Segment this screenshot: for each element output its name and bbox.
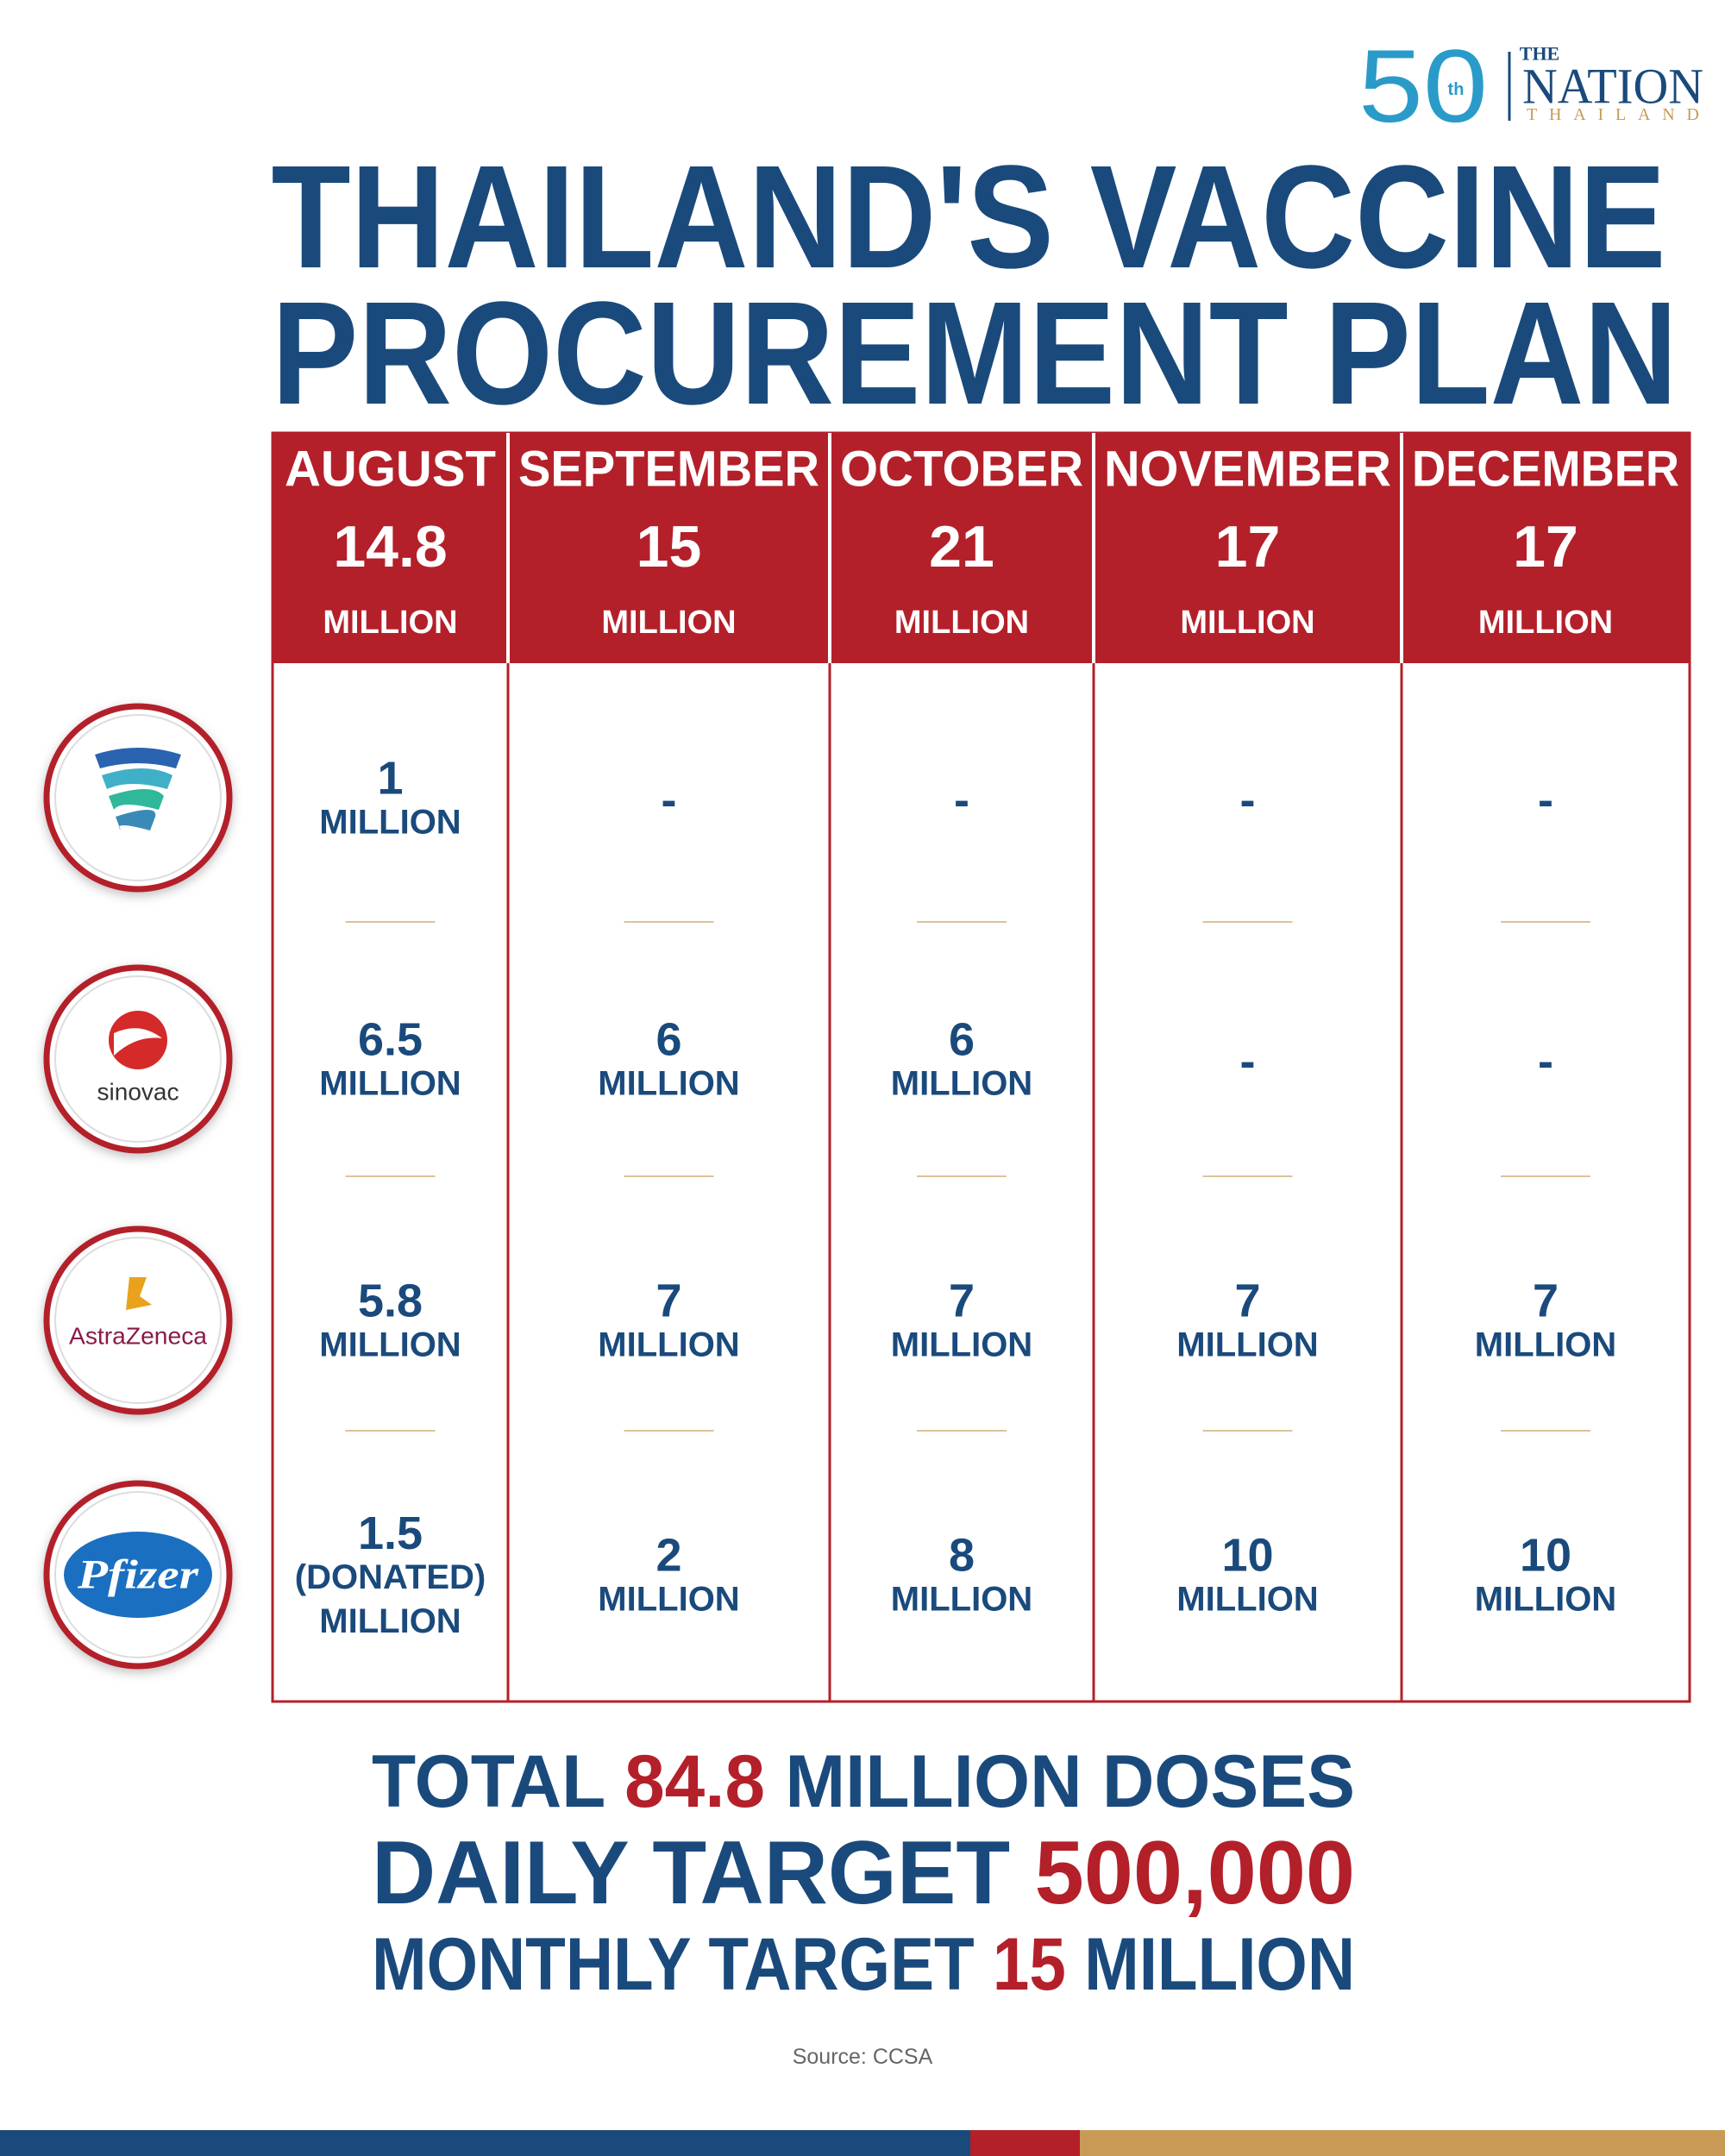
- cell-value: -: [1538, 1036, 1553, 1087]
- month-unit: MILLION: [323, 605, 457, 641]
- footer-stripe: [0, 2130, 970, 2156]
- logo-inner-ring: [54, 1237, 222, 1404]
- logo-mark: [126, 1277, 152, 1310]
- cell-value: -: [1240, 1036, 1256, 1087]
- cell-unit: MILLION: [319, 804, 461, 842]
- summary-value: 500,000: [1035, 1823, 1355, 1923]
- cell-value: 7: [1234, 1275, 1260, 1327]
- logo-ring: [43, 1225, 233, 1415]
- cell-value: 6: [949, 1014, 975, 1066]
- vaccine-logo: sinovac: [43, 964, 233, 1154]
- cell-unit: MILLION: [891, 1581, 1032, 1619]
- space: [975, 1923, 993, 2006]
- cell-unit: MILLION: [319, 1602, 461, 1640]
- logo-label: Pfizer: [77, 1552, 200, 1598]
- cell-value: 10: [1520, 1530, 1571, 1582]
- cell-value: 6.5: [358, 1014, 423, 1066]
- month-amount: 17: [1215, 514, 1281, 580]
- month-name: SEPTEMBER: [518, 442, 819, 498]
- cell-value: -: [662, 774, 677, 826]
- logo-inner-ring: [54, 714, 222, 881]
- summary-value: 84.8: [624, 1740, 765, 1823]
- cell-unit: MILLION: [319, 1065, 461, 1103]
- summary-label: TOTAL: [372, 1740, 605, 1823]
- cell-value: 5.8: [358, 1275, 423, 1327]
- logo-swoosh: [114, 1028, 162, 1056]
- nation-logo: 50 th THE NATION THAILAND: [1358, 28, 1703, 144]
- cell-value: 8: [949, 1530, 975, 1582]
- cell-value: 7: [656, 1275, 681, 1327]
- cell-unit: (DONATED): [295, 1558, 486, 1596]
- month-name: NOVEMBER: [1104, 442, 1391, 498]
- vaccine-logo: Pfizer: [43, 1480, 233, 1670]
- month-amount: 15: [637, 514, 702, 580]
- month-unit: MILLION: [1478, 605, 1613, 641]
- month-amount: 17: [1513, 514, 1578, 580]
- footer-stripe: [1080, 2130, 1725, 2156]
- month-name: DECEMBER: [1412, 442, 1679, 498]
- cell-value: -: [1538, 774, 1553, 826]
- space: [605, 1740, 624, 1823]
- logo-label: AstraZeneca: [69, 1323, 207, 1350]
- summary-value: 15: [993, 1923, 1066, 2006]
- summary-label: MONTHLY TARGET: [372, 1923, 975, 2006]
- cell-value: 1: [377, 753, 403, 805]
- logo-wave: [95, 748, 181, 768]
- vaccine-logo: AstraZeneca: [43, 1225, 233, 1415]
- logo-wave: [109, 789, 164, 810]
- logo-label: sinovac: [97, 1079, 179, 1106]
- logo-suffix: th: [1448, 80, 1465, 99]
- cell-unit: MILLION: [1176, 1326, 1318, 1364]
- logo-mark: [64, 1532, 212, 1618]
- cell-unit: MILLION: [598, 1065, 739, 1103]
- table-border: [271, 431, 1691, 1703]
- cell-value: -: [954, 774, 969, 826]
- month-name: AUGUST: [285, 442, 496, 498]
- cell-value: 6: [656, 1014, 681, 1066]
- logo-name: NATION: [1522, 59, 1703, 115]
- month-unit: MILLION: [601, 605, 736, 641]
- cell-value: 7: [949, 1275, 975, 1327]
- summary-label: DAILY TARGET: [372, 1823, 1010, 1923]
- logo-the: THE: [1520, 43, 1559, 65]
- summary-line: TOTAL 84.8 MILLION DOSES: [372, 1740, 1355, 1823]
- cell-value: 10: [1221, 1530, 1273, 1582]
- cell-unit: MILLION: [1176, 1581, 1318, 1619]
- cell-unit: MILLION: [1475, 1326, 1616, 1364]
- space: [1066, 1923, 1084, 2006]
- month-amount: 21: [929, 514, 994, 580]
- cell-value: 7: [1533, 1275, 1559, 1327]
- summary-line: DAILY TARGET 500,000: [372, 1823, 1355, 1923]
- cell-value: 1.5: [358, 1507, 423, 1559]
- month-name: OCTOBER: [840, 442, 1083, 498]
- cell-unit: MILLION: [1475, 1581, 1616, 1619]
- logo-inner-ring: [54, 975, 222, 1143]
- cell-unit: MILLION: [891, 1326, 1032, 1364]
- logo-wave: [116, 810, 156, 830]
- month-unit: MILLION: [894, 605, 1029, 641]
- month-unit: MILLION: [1180, 605, 1314, 641]
- summary-unit: MILLION: [1084, 1923, 1355, 2006]
- cell-value: -: [1240, 774, 1256, 826]
- summary-unit: MILLION DOSES: [785, 1740, 1355, 1823]
- title-line: THAILAND'S VACCINE: [272, 135, 1666, 299]
- vaccine-logo: [43, 703, 233, 893]
- cell-unit: MILLION: [598, 1326, 739, 1364]
- footer-stripe: [970, 2130, 1080, 2156]
- logo-anniversary: 50: [1358, 28, 1488, 144]
- space: [1010, 1823, 1035, 1923]
- cell-unit: MILLION: [598, 1581, 739, 1619]
- cell-value: 2: [656, 1530, 681, 1582]
- cell-unit: MILLION: [891, 1065, 1032, 1103]
- space: [765, 1740, 785, 1823]
- source: Source: CCSA: [793, 2045, 933, 2069]
- cell-unit: MILLION: [319, 1326, 461, 1364]
- logo-wave: [102, 768, 172, 789]
- month-amount: 14.8: [333, 514, 447, 580]
- title-line: PROCUREMENT PLAN: [272, 272, 1678, 436]
- logo-inner-ring: [54, 1491, 222, 1658]
- summary-line: MONTHLY TARGET 15 MILLION: [372, 1923, 1355, 2006]
